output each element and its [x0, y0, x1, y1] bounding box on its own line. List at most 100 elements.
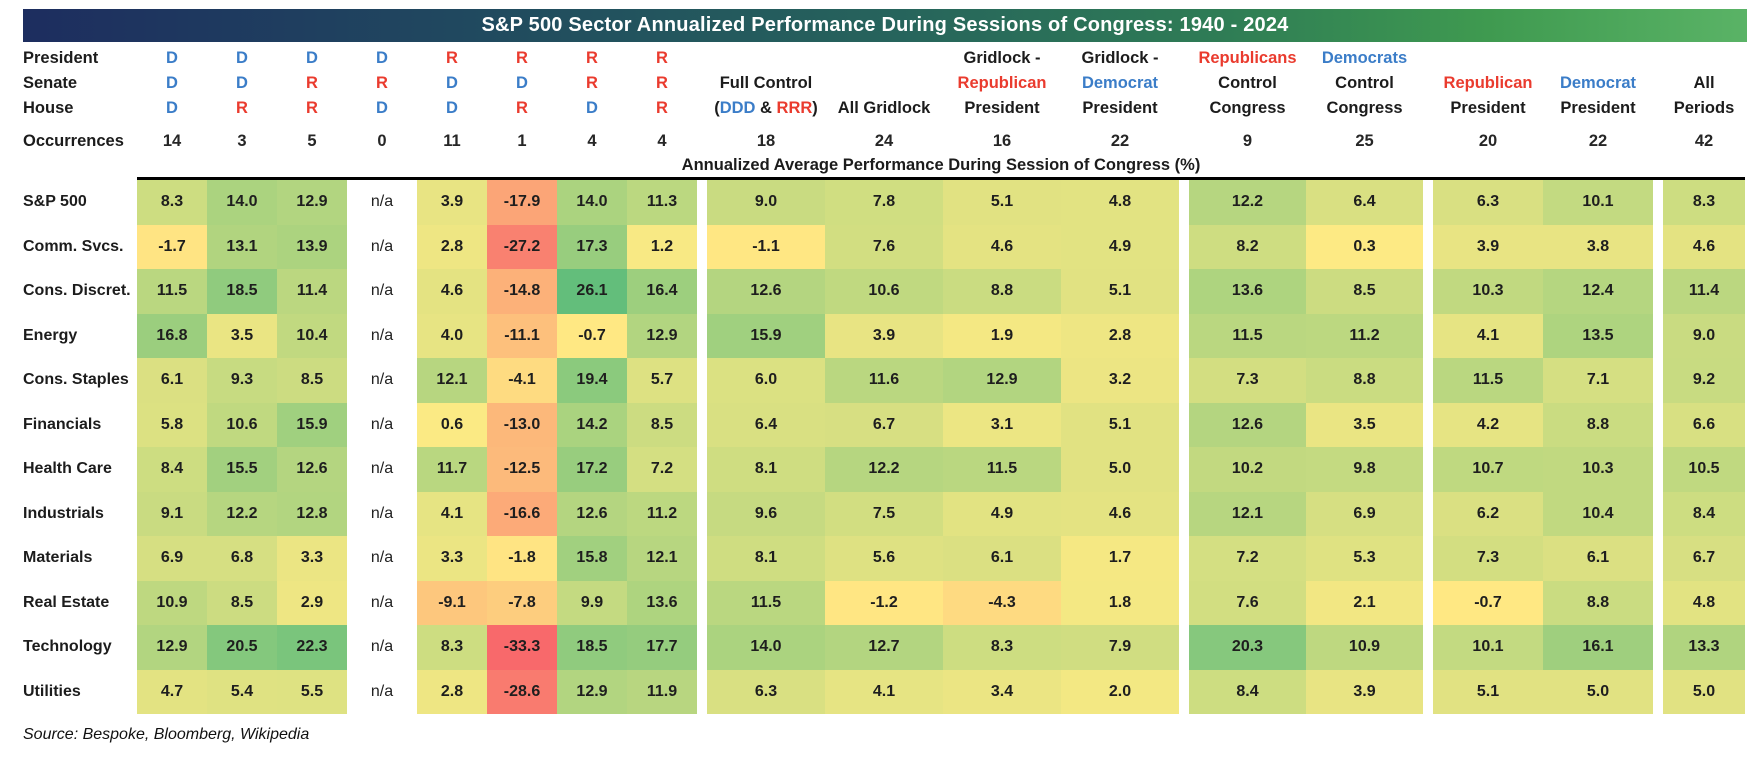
heatmap-cell: 8.4: [137, 447, 207, 492]
heatmap-cell: 7.6: [1189, 580, 1306, 625]
column-header-democrat_president: [1543, 46, 1653, 71]
header-row-house: House D R R D D R D R (DDD & RRR) All Gridlock Pres…: [23, 96, 1745, 121]
heatmap-cell: 3.2: [1061, 358, 1179, 403]
header-text-segment: D: [376, 49, 388, 67]
heatmap-cell: 12.9: [137, 625, 207, 670]
heatmap-cell: 6.1: [943, 536, 1061, 581]
heatmap-cell: 11.5: [137, 269, 207, 314]
column-gap: [1653, 46, 1663, 71]
heatmap-cell: 4.7: [137, 669, 207, 714]
table-content: President D D D D R R R R Gridlock - Gridlock - Rep…: [23, 46, 1745, 746]
heatmap-cell: n/a: [370, 593, 394, 611]
heatmap-cell: 10.4: [277, 313, 347, 358]
heatmap-cell: 6.4: [1306, 180, 1423, 225]
header-row-senate: Senate D D R R D D R R Full Control Republican Demo…: [23, 71, 1745, 96]
heatmap-cell: 16.4: [627, 269, 697, 314]
column-header-ddd: D: [137, 96, 207, 121]
column-header-rrd: D: [557, 96, 627, 121]
heatmap-cell: 12.7: [825, 625, 943, 670]
heatmap-cell: 6.6: [1663, 402, 1745, 447]
column-header-democrat_president: President: [1543, 96, 1653, 121]
heatmap-cell: 12.6: [707, 269, 825, 314]
column-gap: [697, 46, 707, 71]
heatmap-cell: 10.3: [1543, 447, 1653, 492]
header-text-segment: All: [1693, 74, 1715, 92]
heatmap-cell: 8.5: [207, 580, 277, 625]
heatmap-cell: n/a: [370, 682, 394, 700]
column-header-democrats_control_congress: Democrats: [1306, 46, 1423, 71]
column-gap: [1423, 625, 1433, 670]
heatmap-cell: 3.1: [943, 402, 1061, 447]
column-gap: [1423, 71, 1433, 96]
heatmap-cell: 4.6: [1663, 224, 1745, 269]
heatmap-cell: 10.7: [1433, 447, 1543, 492]
table-header: President D D D D R R R R Gridlock - Gridlock - Rep…: [23, 46, 1745, 154]
header-text-segment: Gridlock -: [1081, 49, 1159, 67]
column-gap: [1423, 581, 1433, 626]
heatmap-cell: 4.1: [825, 669, 943, 714]
occurrences-all_gridlock: 24: [874, 131, 894, 150]
header-text-segment: RRR: [776, 99, 813, 117]
header-text-segment: Democrats: [1321, 49, 1408, 67]
heatmap-cell: -1.7: [137, 224, 207, 269]
column-header-republican_president: Republican: [1433, 71, 1543, 96]
column-header-gridlock_democrat_president: Democrat: [1061, 71, 1179, 96]
heatmap-cell: -1.1: [707, 224, 825, 269]
header-text-segment: R: [376, 74, 388, 92]
column-gap: [697, 269, 707, 314]
column-gap: [1653, 128, 1663, 154]
column-gap: [1653, 358, 1663, 403]
column-header-drr: D: [277, 46, 347, 71]
header-text-segment: R: [656, 99, 668, 117]
heatmap-cell: 7.9: [1061, 625, 1179, 670]
header-text-segment: R: [586, 74, 598, 92]
heatmap-cell: 4.6: [417, 269, 487, 314]
column-header-rdr: R: [487, 96, 557, 121]
heatmap-cell: 8.3: [1663, 180, 1745, 225]
heatmap-cell: 8.2: [1189, 224, 1306, 269]
column-gap: [1179, 46, 1189, 71]
heatmap-cell: -13.0: [487, 402, 557, 447]
heatmap-cell: 6.7: [825, 402, 943, 447]
heatmap-cell: 7.2: [627, 447, 697, 492]
column-gap: [1653, 536, 1663, 581]
heatmap-body: S&P 500 8.3 14.0 12.9 n/a 3.9 -17.9 14.0 11.3 9.0…: [23, 180, 1745, 714]
heatmap-cell: 9.9: [557, 580, 627, 625]
header-text-segment: D: [446, 74, 458, 92]
heatmap-cell: 12.8: [277, 491, 347, 536]
column-gap: [1423, 536, 1433, 581]
heatmap-cell: 4.9: [943, 491, 1061, 536]
heatmap-cell: 5.6: [825, 536, 943, 581]
heatmap-cell: 1.9: [943, 313, 1061, 358]
heatmap-cell: 17.2: [557, 447, 627, 492]
column-header-all_gridlock: [825, 46, 943, 71]
header-text-segment: D: [166, 74, 178, 92]
heatmap-cell: 4.1: [1433, 313, 1543, 358]
heatmap-cell: 0.6: [417, 402, 487, 447]
column-gap: [1653, 180, 1663, 225]
column-gap: [1423, 447, 1433, 492]
heatmap-cell: 12.2: [825, 447, 943, 492]
occurrences-rdr: 1: [517, 131, 527, 150]
column-header-republican_president: President: [1433, 96, 1543, 121]
heatmap-cell: 6.3: [1433, 180, 1543, 225]
row-label: Cons. Discret.: [23, 282, 131, 300]
column-header-all_periods: Periods: [1663, 96, 1745, 121]
header-row-president: President D D D D R R R R Gridlock - Gridlock - Rep…: [23, 46, 1745, 71]
occurrences-ddd: 14: [162, 131, 182, 150]
column-header-full_control: (DDD & RRR): [707, 96, 825, 121]
heatmap-cell: 12.1: [627, 536, 697, 581]
heatmap-cell: 3.5: [1306, 402, 1423, 447]
heatmap-cell: 16.1: [1543, 625, 1653, 670]
row-label: S&P 500: [23, 193, 87, 211]
heatmap-cell: 11.2: [627, 491, 697, 536]
heatmap-cell: n/a: [370, 415, 394, 433]
heatmap-cell: -0.7: [1433, 580, 1543, 625]
column-gap: [1179, 403, 1189, 448]
heatmap-cell: 6.9: [1306, 491, 1423, 536]
heatmap-cell: 8.5: [277, 358, 347, 403]
column-gap: [1179, 492, 1189, 537]
column-gap: [1179, 314, 1189, 359]
header-text-segment: Republican: [957, 74, 1047, 92]
